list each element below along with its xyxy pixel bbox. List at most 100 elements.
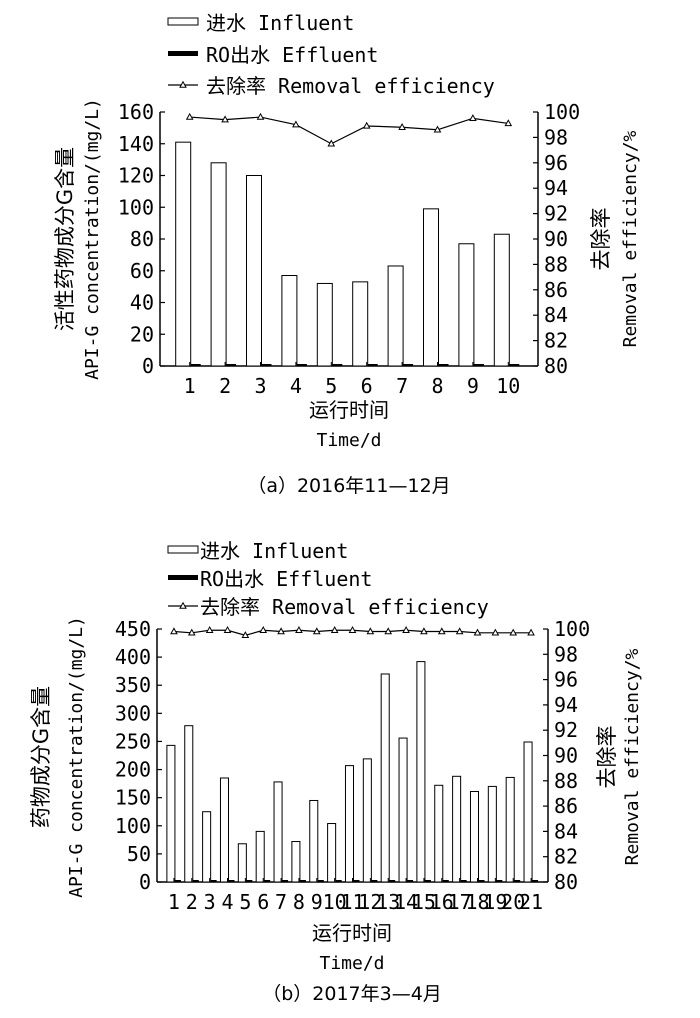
effluent-bar [261,364,272,366]
left-tick-label: 100 [118,195,154,219]
removal-point [366,627,375,635]
effluent-bar [367,364,378,366]
removal-point [402,626,410,633]
x-tick-label: 6 [361,374,373,398]
left-tick-label: 0 [142,354,154,378]
influent-bar [210,162,227,367]
influent-bar [387,265,404,367]
influent-bar [434,784,444,883]
legend: 进水 Influent RO出水 Effluent 去除率 Removal effi… [167,539,489,619]
x-tick-label: 21 [519,890,543,914]
influent-bar [344,765,355,883]
influent-bar [487,785,497,883]
influent-bar [423,208,439,367]
chart-a: 0204060801001201401608082848688909294969… [53,11,641,497]
influent-bar [398,737,408,883]
influent-bar [469,790,480,883]
left-tick-label: 350 [115,673,151,697]
right-tick-label: 86 [554,794,578,818]
effluent-bar [226,364,237,366]
effluent-bar [460,880,467,882]
effluent-bar [407,880,414,882]
removal-point [221,115,229,123]
figure-caption: （a）2016年11—12月 [247,475,450,497]
x-tick-label: 3 [204,890,216,914]
right-tick-label: 90 [544,227,568,251]
x-tick-label: 20 [501,890,525,914]
influent-bar [493,233,510,367]
influent-bar [380,673,390,883]
x-tick-label: 15 [412,890,436,914]
right-tick-label: 82 [544,329,568,353]
x-tick-label: 8 [293,890,305,914]
legend-swatch-influent [167,17,199,26]
effluent-bar [353,880,360,882]
x-tick-label: 3 [254,374,266,398]
influent-bar [452,775,462,883]
x-tick-label: 8 [431,374,443,398]
influent-bar [184,725,194,883]
left-tick-label: 300 [115,701,151,725]
left-tick-label: 40 [130,291,154,315]
removal-point [312,627,321,635]
left-tick-label: 120 [118,164,154,188]
x-axis-label: 运行时间 [309,398,389,422]
removal-point [170,627,178,635]
influent-bar [327,823,337,883]
removal-point [185,112,194,120]
effluent-bar [403,364,414,366]
right-tick-label: 88 [554,769,578,793]
legend-label: 进水 Influent [200,539,348,563]
right-tick-label: 92 [554,718,578,742]
removal-point [527,628,535,636]
right-tick-label: 84 [554,819,578,843]
removal-point [259,626,268,633]
right-tick-label: 80 [544,354,568,378]
x-tick-label: 2 [219,374,231,398]
removal-point [187,628,196,636]
effluent-bar [335,880,342,882]
influent-bar [281,275,298,367]
effluent-bar [496,880,503,882]
influent-bar [166,744,176,883]
effluent-bar [210,880,217,882]
influent-bar [416,661,426,883]
influent-bar [362,758,372,883]
effluent-bar [296,364,307,366]
right-axis-label: Removal efficiency/% [622,648,643,865]
influent-bar [202,811,212,883]
influent-bar [458,243,475,367]
legend-swatch-effluent [168,51,198,56]
removal-point [277,627,285,635]
removal-line [189,116,509,145]
legend-label: 进水 Influent [206,11,354,35]
removal-point [256,112,265,120]
right-tick-label: 96 [554,668,578,692]
legend-swatch-influent [167,545,199,554]
right-tick-label: 92 [544,202,568,226]
removal-point [491,628,500,636]
effluent-bar [438,364,449,366]
removal-point [504,119,513,127]
influent-bar [316,282,333,367]
left-tick-label: 140 [118,132,154,156]
legend-swatch-effluent [168,575,198,580]
legend-marker [179,601,187,609]
legend-marker [179,80,187,88]
left-tick-label: 250 [115,729,151,753]
influent-bar [237,843,247,883]
effluent-bar [317,880,324,882]
removal-point [205,626,214,633]
removal-point [398,123,406,130]
x-tick-label: 17 [448,890,472,914]
removal-point [433,125,442,133]
removal-point [330,626,339,633]
right-tick-label: 96 [544,151,568,175]
effluent-bar [332,364,343,366]
removal-point [241,631,250,639]
removal-point [420,627,428,635]
left-tick-label: 150 [115,786,151,810]
influent-bar [505,776,515,883]
legend-label: RO出水 Effluent [200,567,372,591]
removal-point [295,626,303,633]
